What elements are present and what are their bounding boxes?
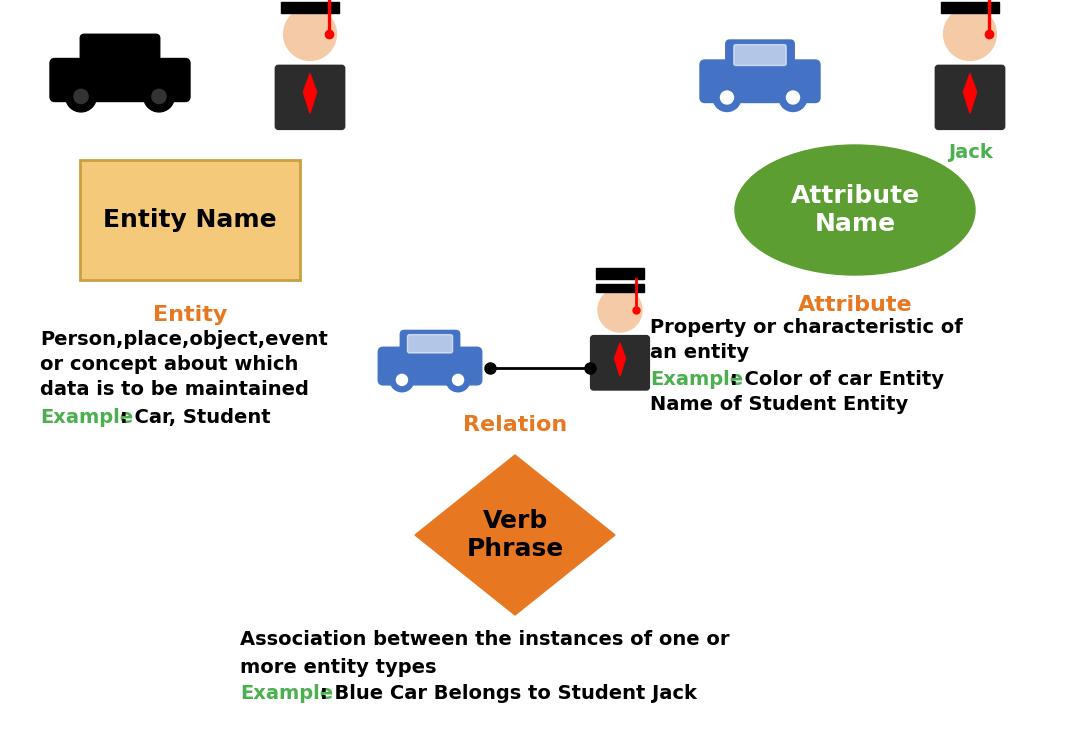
FancyBboxPatch shape — [378, 347, 481, 385]
Polygon shape — [415, 455, 615, 615]
Text: : Car, Student: : Car, Student — [120, 408, 271, 427]
Circle shape — [713, 84, 741, 111]
FancyBboxPatch shape — [50, 59, 190, 102]
Text: Example: Example — [650, 370, 744, 389]
Text: data is to be maintained: data is to be maintained — [40, 380, 309, 399]
FancyBboxPatch shape — [726, 40, 795, 74]
Circle shape — [447, 368, 470, 392]
Text: Jack: Jack — [947, 142, 992, 162]
FancyBboxPatch shape — [80, 34, 159, 73]
FancyBboxPatch shape — [596, 268, 644, 279]
Polygon shape — [304, 73, 317, 114]
Circle shape — [721, 91, 734, 104]
FancyBboxPatch shape — [591, 335, 649, 390]
Circle shape — [390, 368, 414, 392]
Circle shape — [284, 7, 336, 60]
Circle shape — [779, 84, 806, 111]
Text: Entity: Entity — [153, 305, 228, 325]
Text: Verb
Phrase: Verb Phrase — [466, 509, 564, 561]
FancyBboxPatch shape — [734, 45, 786, 65]
Text: Example: Example — [240, 684, 333, 703]
Circle shape — [943, 7, 996, 60]
Text: : Blue Car Belongs to Student Jack: : Blue Car Belongs to Student Jack — [320, 684, 697, 703]
Text: Example: Example — [40, 408, 133, 427]
Ellipse shape — [735, 145, 975, 275]
Text: Relation: Relation — [463, 415, 567, 435]
Text: more entity types: more entity types — [240, 658, 437, 677]
Circle shape — [74, 89, 88, 104]
Circle shape — [452, 375, 464, 385]
Polygon shape — [615, 343, 625, 376]
Text: : Color of car Entity: : Color of car Entity — [730, 370, 944, 389]
FancyBboxPatch shape — [80, 160, 300, 280]
Text: Association between the instances of one or: Association between the instances of one… — [240, 630, 730, 649]
FancyBboxPatch shape — [275, 65, 345, 129]
Circle shape — [152, 89, 166, 104]
Text: an entity: an entity — [650, 343, 749, 362]
FancyBboxPatch shape — [400, 330, 460, 361]
Text: Attribute
Name: Attribute Name — [790, 184, 919, 236]
FancyBboxPatch shape — [935, 65, 1005, 129]
FancyBboxPatch shape — [408, 335, 453, 353]
Circle shape — [143, 81, 175, 112]
Circle shape — [66, 81, 96, 112]
Text: or concept about which: or concept about which — [40, 355, 298, 374]
Polygon shape — [964, 73, 977, 114]
Text: Name of Student Entity: Name of Student Entity — [650, 395, 908, 414]
FancyBboxPatch shape — [700, 60, 820, 102]
Circle shape — [598, 288, 642, 332]
Circle shape — [397, 375, 408, 385]
FancyBboxPatch shape — [941, 2, 999, 13]
Text: Property or characteristic of: Property or characteristic of — [650, 318, 963, 337]
Text: Entity Name: Entity Name — [103, 208, 276, 232]
FancyBboxPatch shape — [596, 283, 644, 292]
Text: Person,place,object,event: Person,place,object,event — [40, 330, 327, 349]
Circle shape — [787, 91, 800, 104]
Text: Attribute: Attribute — [798, 295, 913, 315]
FancyBboxPatch shape — [281, 2, 339, 13]
